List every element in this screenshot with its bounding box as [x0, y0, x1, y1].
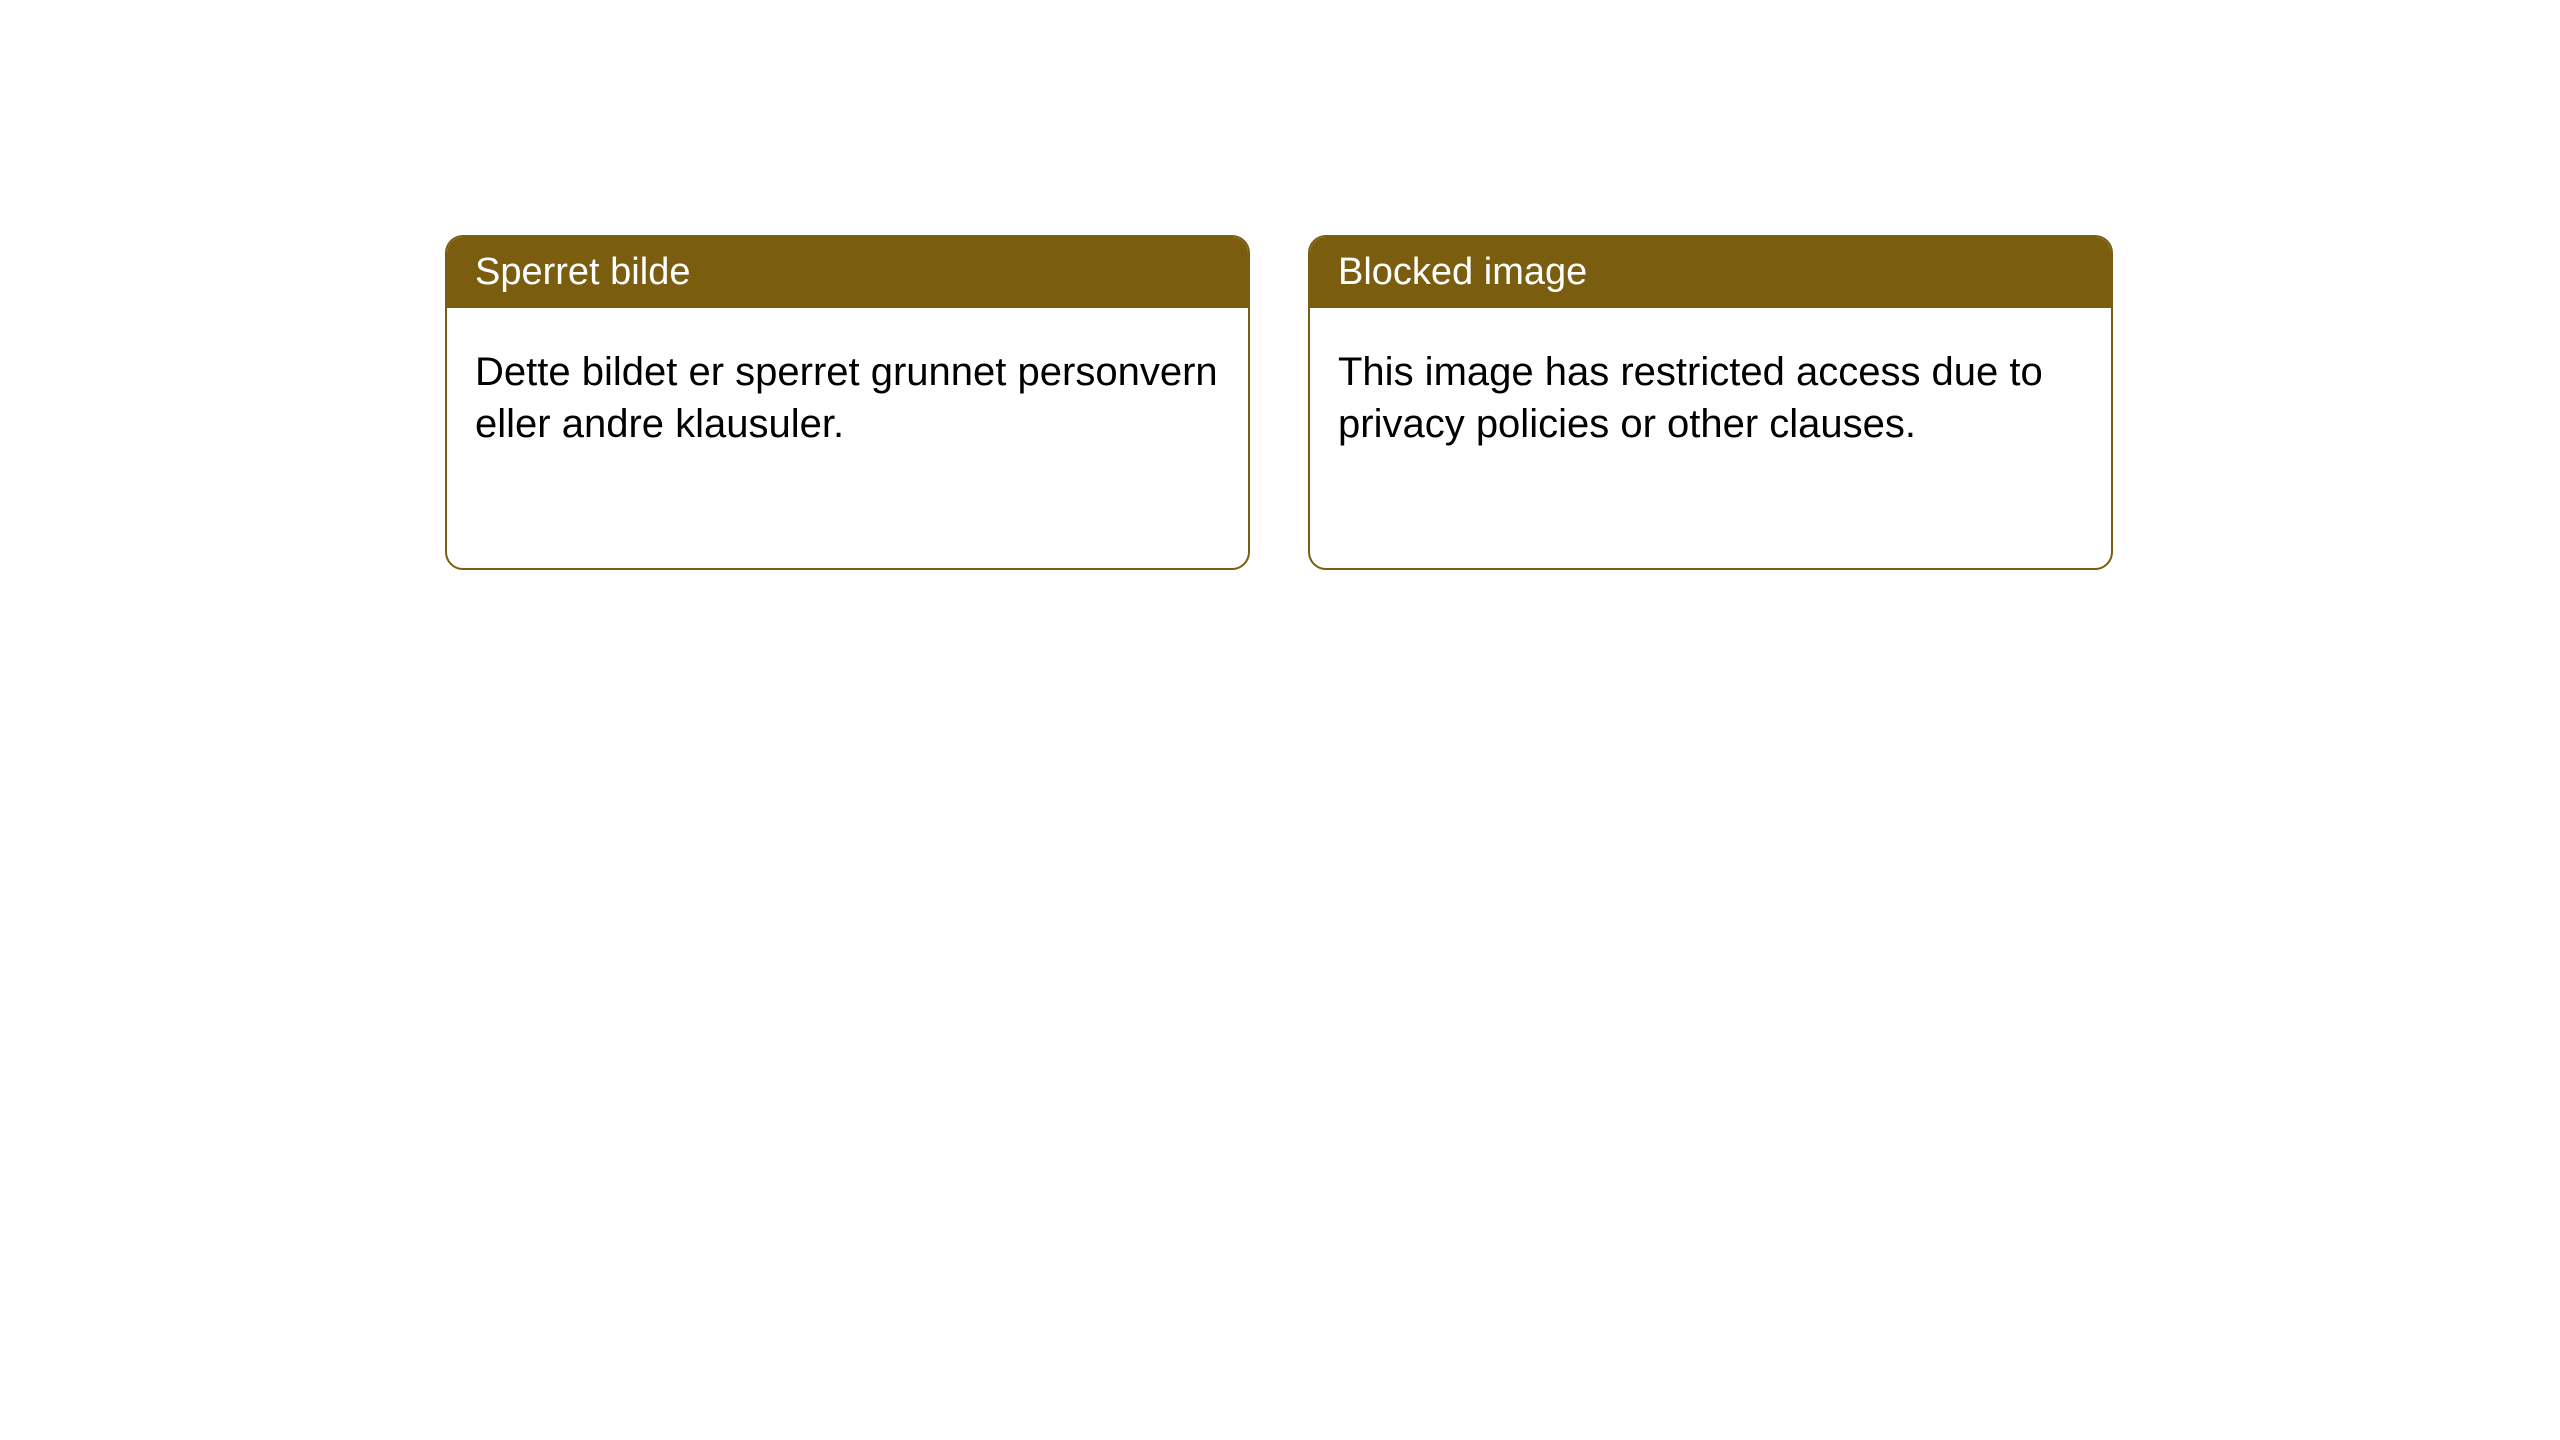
card-body-no: Dette bildet er sperret grunnet personve…	[447, 308, 1248, 488]
card-header-en: Blocked image	[1310, 237, 2111, 308]
card-header-no: Sperret bilde	[447, 237, 1248, 308]
blocked-image-card-no: Sperret bilde Dette bildet er sperret gr…	[445, 235, 1250, 570]
cards-container: Sperret bilde Dette bildet er sperret gr…	[0, 0, 2560, 570]
card-body-en: This image has restricted access due to …	[1310, 308, 2111, 488]
blocked-image-card-en: Blocked image This image has restricted …	[1308, 235, 2113, 570]
